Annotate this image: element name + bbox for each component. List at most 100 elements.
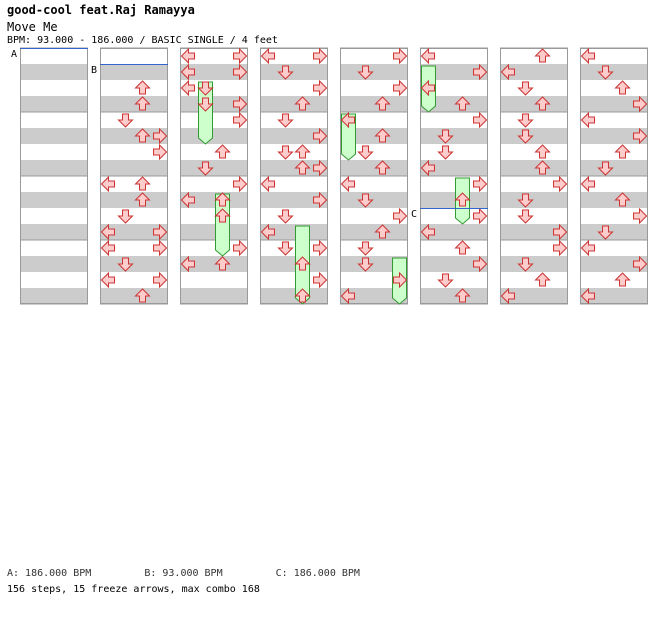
right-arrow <box>473 255 488 273</box>
right-arrow <box>633 207 648 225</box>
right-arrow <box>393 271 408 289</box>
up-arrow <box>534 48 551 63</box>
bpm-change-marker: A <box>11 49 17 60</box>
right-arrow <box>633 95 648 113</box>
bpm-legend-c: C: 186.000 BPM <box>275 568 360 579</box>
up-arrow <box>134 288 151 303</box>
left-arrow <box>420 79 435 97</box>
right-arrow <box>233 111 248 129</box>
right-arrow <box>553 239 568 257</box>
up-arrow <box>294 288 311 303</box>
left-arrow <box>180 191 195 209</box>
left-arrow <box>100 175 115 193</box>
right-arrow <box>313 191 328 209</box>
right-arrow <box>633 255 648 273</box>
up-arrow <box>534 144 551 159</box>
left-arrow <box>260 175 275 193</box>
up-arrow <box>614 144 631 159</box>
left-arrow <box>180 63 195 81</box>
up-arrow <box>374 128 391 143</box>
up-arrow <box>534 96 551 111</box>
right-arrow <box>153 239 168 257</box>
left-arrow <box>180 255 195 273</box>
song-artist-title: good-cool feat.Raj Ramayya <box>7 3 195 17</box>
left-arrow <box>180 47 195 65</box>
up-arrow <box>134 96 151 111</box>
bpm-change-marker: C <box>411 209 417 220</box>
right-arrow <box>313 159 328 177</box>
left-arrow <box>500 63 515 81</box>
down-arrow <box>197 161 214 176</box>
down-arrow <box>117 257 134 272</box>
up-arrow <box>134 128 151 143</box>
down-arrow <box>517 113 534 128</box>
up-arrow <box>214 192 231 207</box>
right-arrow <box>313 127 328 145</box>
left-arrow <box>180 79 195 97</box>
down-arrow <box>517 193 534 208</box>
down-arrow <box>277 145 294 160</box>
right-arrow <box>233 95 248 113</box>
down-arrow <box>197 81 214 96</box>
down-arrow <box>117 113 134 128</box>
right-arrow <box>553 223 568 241</box>
right-arrow <box>153 223 168 241</box>
down-arrow <box>437 273 454 288</box>
down-arrow <box>277 113 294 128</box>
left-arrow <box>100 271 115 289</box>
down-arrow <box>517 81 534 96</box>
right-arrow <box>553 175 568 193</box>
up-arrow <box>534 272 551 287</box>
left-arrow <box>260 47 275 65</box>
left-arrow <box>420 47 435 65</box>
right-arrow <box>473 207 488 225</box>
up-arrow <box>374 224 391 239</box>
bpm-legend: A: 186.000 BPM B: 93.000 BPM C: 186.000 … <box>7 568 407 579</box>
right-arrow <box>313 79 328 97</box>
down-arrow <box>357 193 374 208</box>
left-arrow <box>580 239 595 257</box>
up-arrow <box>214 144 231 159</box>
right-arrow <box>313 239 328 257</box>
right-arrow <box>393 79 408 97</box>
left-arrow <box>340 175 355 193</box>
up-arrow <box>134 192 151 207</box>
left-arrow <box>580 287 595 305</box>
up-arrow <box>614 80 631 95</box>
measure-column <box>20 47 88 305</box>
down-arrow <box>597 161 614 176</box>
down-arrow <box>517 129 534 144</box>
right-arrow <box>633 127 648 145</box>
right-arrow <box>233 175 248 193</box>
right-arrow <box>313 271 328 289</box>
up-arrow <box>294 256 311 271</box>
up-arrow <box>374 160 391 175</box>
right-arrow <box>313 47 328 65</box>
down-arrow <box>597 65 614 80</box>
down-arrow <box>277 65 294 80</box>
left-arrow <box>260 223 275 241</box>
measure-column <box>500 47 568 305</box>
left-arrow <box>420 159 435 177</box>
left-arrow <box>100 239 115 257</box>
left-arrow <box>500 287 515 305</box>
left-arrow <box>340 287 355 305</box>
left-arrow <box>420 223 435 241</box>
down-arrow <box>277 241 294 256</box>
measure-column <box>100 47 168 305</box>
up-arrow <box>214 256 231 271</box>
down-arrow <box>437 145 454 160</box>
left-arrow <box>100 223 115 241</box>
up-arrow <box>614 272 631 287</box>
up-arrow <box>294 144 311 159</box>
bpm-legend-a: A: 186.000 BPM <box>7 568 92 579</box>
song-title: Move Me <box>7 20 58 34</box>
right-arrow <box>153 271 168 289</box>
down-arrow <box>357 145 374 160</box>
up-arrow <box>134 80 151 95</box>
up-arrow <box>134 176 151 191</box>
up-arrow <box>614 192 631 207</box>
freeze-arrow <box>215 193 230 257</box>
down-arrow <box>277 209 294 224</box>
right-arrow <box>233 63 248 81</box>
